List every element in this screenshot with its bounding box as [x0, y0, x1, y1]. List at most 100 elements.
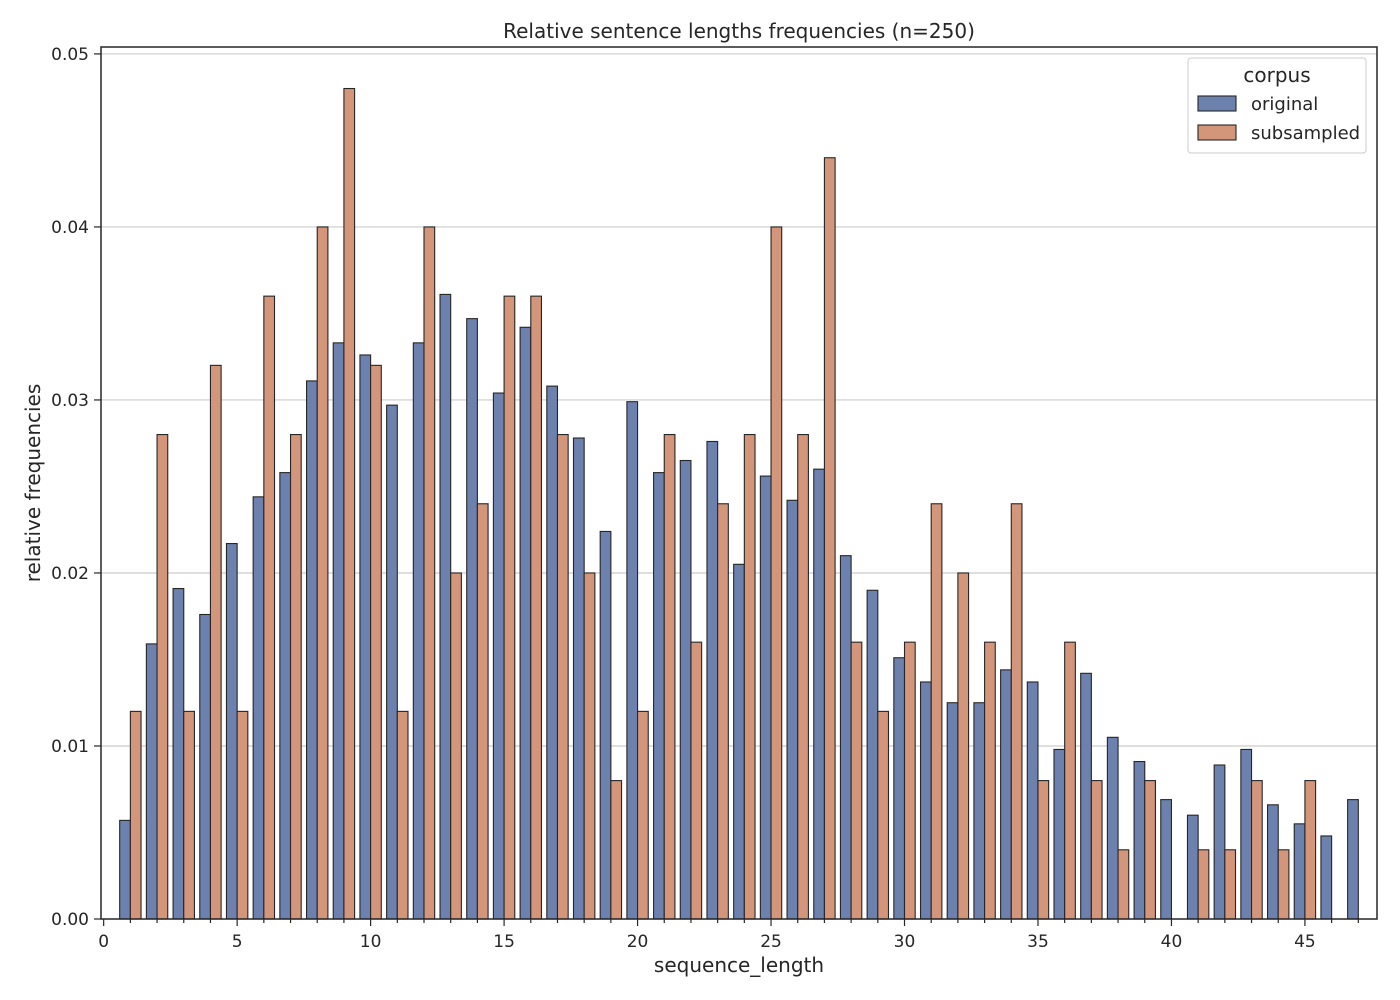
bar-original	[866, 589, 879, 920]
bar-original	[332, 342, 345, 920]
bar-original	[546, 385, 559, 920]
bar-original	[946, 702, 959, 920]
bar-original	[1053, 748, 1066, 920]
legend: corpus original subsampled	[1187, 57, 1367, 154]
bar-original	[492, 392, 505, 920]
bar-original	[1026, 681, 1039, 920]
bar-subsampled	[503, 295, 516, 920]
bar-subsampled	[1090, 780, 1103, 920]
bar-original	[386, 404, 398, 920]
bar-original	[439, 293, 452, 920]
bar-original	[786, 499, 799, 920]
bar-subsampled	[1037, 780, 1050, 920]
bar-original	[1133, 761, 1146, 920]
bar-subsampled	[183, 710, 195, 920]
y-tick-label: 0.01	[51, 737, 89, 757]
bar-original	[119, 819, 131, 920]
x-tick-label: 15	[493, 932, 515, 952]
bar-subsampled	[583, 572, 596, 920]
bar-subsampled	[236, 710, 249, 920]
x-axis-title: sequence_length	[654, 953, 824, 977]
bar-original	[225, 543, 238, 920]
bar-subsampled	[743, 434, 756, 920]
bar-subsampled	[930, 503, 943, 920]
bar-original	[412, 342, 425, 920]
bar-subsampled	[156, 434, 169, 920]
y-tick-label: 0.03	[51, 391, 89, 411]
bar-original	[733, 563, 745, 920]
legend-swatch-original	[1197, 95, 1237, 112]
x-tick-label: 25	[760, 932, 782, 952]
bar-original	[813, 468, 825, 920]
bar-original	[1000, 669, 1012, 920]
legend-label-original: original	[1251, 94, 1318, 115]
x-axis: 0 5 10 15 20 25 30 35 40 45	[98, 919, 1359, 952]
legend-label-subsampled: subsampled	[1251, 123, 1360, 144]
bar-original	[679, 459, 692, 920]
bar-subsampled	[1197, 849, 1210, 920]
bar-original	[359, 354, 372, 920]
bar-subsampled	[450, 572, 462, 920]
bar-subsampled	[396, 710, 409, 920]
bar-subsampled	[717, 503, 729, 920]
bar-subsampled	[289, 434, 302, 920]
x-tick-label: 40	[1161, 932, 1183, 952]
bar-subsampled	[209, 364, 222, 920]
bar-original	[759, 475, 772, 920]
bar-original	[1080, 672, 1092, 920]
bar-subsampled	[770, 226, 783, 920]
bar-original	[466, 318, 478, 920]
bar-original	[1240, 748, 1253, 920]
bar-subsampled	[1117, 849, 1130, 920]
bar-subsampled	[1277, 849, 1290, 920]
bar-original	[199, 613, 211, 920]
bar-subsampled	[957, 572, 970, 920]
bar-subsampled	[1064, 641, 1076, 920]
bar-original	[279, 472, 292, 920]
legend-items: original subsampled	[1197, 94, 1360, 144]
x-tick-label: 20	[627, 932, 649, 952]
x-tick-label: 5	[232, 932, 243, 952]
chart-title: Relative sentence lengths frequencies (n…	[503, 19, 975, 43]
bar-subsampled	[1010, 503, 1023, 920]
bar-subsampled	[690, 641, 703, 920]
bar-subsampled	[556, 434, 569, 920]
bar-subsampled	[877, 710, 890, 920]
y-tick-label: 0.00	[51, 910, 89, 930]
x-tick-label: 10	[360, 932, 382, 952]
bar-original	[706, 440, 719, 920]
bar-original	[653, 472, 665, 920]
bar-subsampled	[1224, 849, 1237, 920]
y-tick-label: 0.04	[51, 218, 89, 238]
bar-subsampled	[797, 434, 809, 920]
bar-subsampled	[343, 87, 356, 920]
bar-subsampled	[423, 226, 436, 920]
bar-original	[1186, 814, 1199, 920]
bar-original	[919, 681, 932, 920]
bar-subsampled	[903, 641, 916, 920]
bar-subsampled	[530, 295, 543, 920]
bar-subsampled	[850, 641, 863, 920]
y-tick-label: 0.05	[51, 45, 89, 65]
bar-original	[572, 437, 585, 920]
bar-subsampled	[1144, 780, 1156, 920]
x-tick-label: 0	[98, 932, 109, 952]
bar-subsampled	[663, 434, 676, 920]
x-tick-label: 45	[1294, 932, 1316, 952]
bar-original	[1106, 736, 1119, 920]
bar-original	[519, 326, 532, 920]
bar-subsampled	[129, 710, 142, 920]
bar-subsampled	[610, 780, 623, 920]
bar-original	[172, 587, 185, 920]
bar-original	[305, 380, 318, 920]
bar-subsampled	[476, 503, 489, 920]
legend-title: corpus	[1243, 63, 1310, 87]
y-axis-title: relative frequencies	[21, 384, 45, 583]
bar-original	[1293, 823, 1306, 920]
bar-original	[626, 401, 639, 920]
bar-subsampled	[370, 364, 382, 920]
bar-subsampled	[1304, 780, 1317, 920]
y-tick-label: 0.02	[51, 564, 89, 584]
bar-original	[145, 643, 158, 920]
